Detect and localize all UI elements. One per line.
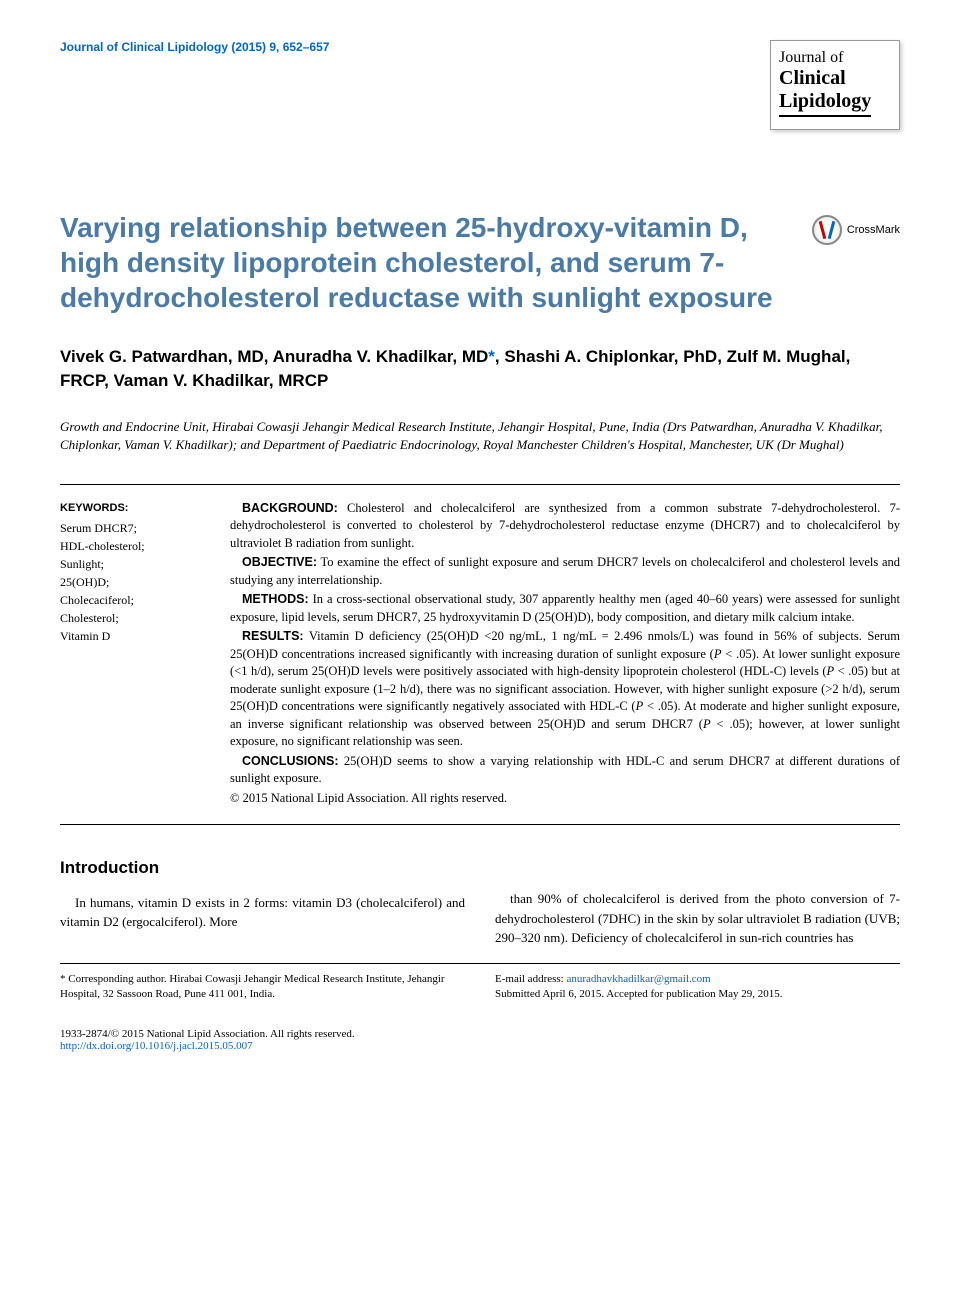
crossmark-badge[interactable]: CrossMark: [812, 215, 900, 245]
journal-reference: Journal of Clinical Lipidology (2015) 9,…: [60, 40, 329, 54]
body-columns: Introduction In humans, vitamin D exists…: [60, 855, 900, 948]
corresponding-author: * Corresponding author. Hirabai Cowasji …: [60, 973, 445, 1000]
doi-link[interactable]: http://dx.doi.org/10.1016/j.jacl.2015.05…: [60, 1040, 355, 1052]
issn-copyright: 1933-2874/© 2015 National Lipid Associat…: [60, 1028, 355, 1040]
footer-col-right: E-mail address: anuradhavkhadilkar@gmail…: [495, 972, 900, 1003]
intro-para-right: than 90% of cholecalciferol is derived f…: [495, 889, 900, 948]
email-link[interactable]: anuradhavkhadilkar@gmail.com: [566, 973, 710, 985]
crossmark-icon: [812, 215, 842, 245]
abstract-copyright: © 2015 National Lipid Association. All r…: [230, 790, 900, 808]
abstract-container: KEYWORDS: Serum DHCR7; HDL-cholesterol; …: [60, 484, 900, 826]
email-row: E-mail address: anuradhavkhadilkar@gmail…: [495, 972, 900, 987]
footer-columns: * Corresponding author. Hirabai Cowasji …: [60, 972, 900, 1003]
abstract-results: RESULTS: Vitamin D deficiency (25(OH)D <…: [230, 628, 900, 751]
submitted-row: Submitted April 6, 2015. Accepted for pu…: [495, 987, 900, 1002]
bottom-meta: 1933-2874/© 2015 National Lipid Associat…: [60, 1028, 900, 1052]
intro-para-left: In humans, vitamin D exists in 2 forms: …: [60, 893, 465, 932]
corresponding-star: *: [488, 347, 495, 366]
abstract-box: BACKGROUND: Cholesterol and cholecalcife…: [230, 500, 900, 810]
body-col-right: than 90% of cholecalciferol is derived f…: [495, 855, 900, 948]
keywords-label: KEYWORDS:: [60, 500, 210, 517]
crossmark-label: CrossMark: [847, 224, 900, 236]
logo-line2: Clinical: [779, 67, 891, 90]
abstract-background: BACKGROUND: Cholesterol and cholecalcife…: [230, 500, 900, 553]
title-row: Varying relationship between 25-hydroxy-…: [60, 210, 900, 345]
introduction-heading: Introduction: [60, 855, 465, 881]
article-title: Varying relationship between 25-hydroxy-…: [60, 210, 812, 315]
keywords-items: Serum DHCR7; HDL-cholesterol; Sunlight; …: [60, 519, 210, 645]
abstract-conclusions: CONCLUSIONS: 25(OH)D seems to show a var…: [230, 753, 900, 788]
journal-logo: Journal of Clinical Lipidology: [770, 40, 900, 130]
logo-line3: Lipidology: [779, 90, 871, 117]
authors-list: Vivek G. Patwardhan, MD, Anuradha V. Kha…: [60, 345, 900, 393]
affiliations: Growth and Endocrine Unit, Hirabai Cowas…: [60, 418, 900, 454]
footer-col-left: * Corresponding author. Hirabai Cowasji …: [60, 972, 465, 1003]
body-col-left: Introduction In humans, vitamin D exists…: [60, 855, 465, 948]
abstract-methods: METHODS: In a cross-sectional observatio…: [230, 591, 900, 626]
authors-text: Vivek G. Patwardhan, MD, Anuradha V. Kha…: [60, 347, 850, 390]
keywords-box: KEYWORDS: Serum DHCR7; HDL-cholesterol; …: [60, 500, 230, 810]
bottom-meta-left: 1933-2874/© 2015 National Lipid Associat…: [60, 1028, 355, 1052]
footer-rule: [60, 963, 900, 964]
journal-header: Journal of Clinical Lipidology (2015) 9,…: [60, 40, 900, 130]
abstract-objective: OBJECTIVE: To examine the effect of sunl…: [230, 554, 900, 589]
logo-line1: Journal of: [779, 49, 891, 67]
